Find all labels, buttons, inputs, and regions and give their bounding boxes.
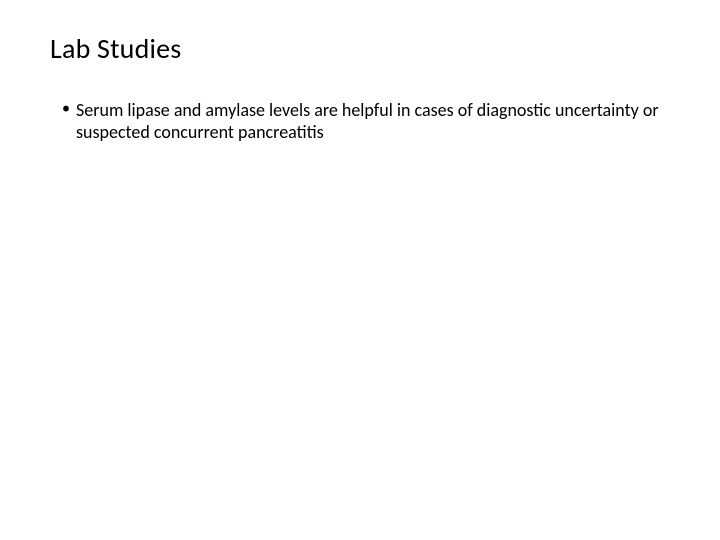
slide: Lab Studies Serum lipase and amylase lev…: [0, 0, 720, 540]
bullet-list: Serum lipase and amylase levels are help…: [50, 99, 670, 144]
bullet-item: Serum lipase and amylase levels are help…: [62, 99, 670, 144]
slide-title: Lab Studies: [50, 34, 670, 65]
